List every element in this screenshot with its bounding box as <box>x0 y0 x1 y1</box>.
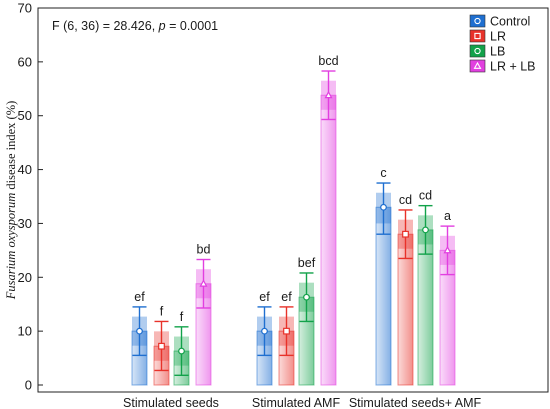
legend-swatch-lr-lb <box>469 59 486 73</box>
y-tick-label: 70 <box>18 1 32 16</box>
stat-prefix: F (6, 36) = 28.426, <box>52 19 159 33</box>
stat-p: p <box>158 19 166 33</box>
significance-label-lr-stimulated-seeds-amf: cd <box>399 193 412 207</box>
significance-label-lr-lb-stimulated-amf: bcd <box>318 54 338 68</box>
mean-marker-lr-stimulated-seeds-amf <box>402 230 409 238</box>
legend-label-lr: LR <box>490 30 506 44</box>
significance-label-lr-lb-stimulated-seeds: bd <box>197 243 211 257</box>
legend-marker-lr <box>474 32 481 40</box>
x-category-label-stimulated-seeds: Stimulated seeds <box>123 396 219 409</box>
legend-label-lr-lb: LR + LB <box>490 60 536 74</box>
legend-swatch-lr <box>469 29 486 43</box>
legend-marker-ring <box>474 47 481 55</box>
y-axis: 0 10 20 30 40 50 60 70 <box>18 1 43 393</box>
x-axis-labels: Stimulated seeds Stimulated AMF Stimulated… <box>123 396 481 409</box>
significance-label-lr-stimulated-amf: ef <box>281 290 292 304</box>
stat-suffix: = 0.0001 <box>166 19 219 33</box>
significance-label-lb-stimulated-seeds: f <box>180 310 184 324</box>
y-tick-label: 40 <box>18 162 32 177</box>
y-tick-label: 10 <box>18 324 32 339</box>
y-tick-label: 20 <box>18 270 32 285</box>
y-axis-title-rest: disease index (%) <box>4 101 18 190</box>
y-tick-label: 30 <box>18 216 32 231</box>
y-tick-label: 0 <box>25 378 32 393</box>
mean-marker-lr-lb-stimulated-seeds-amf <box>443 245 452 254</box>
significance-label-lr-lb-stimulated-seeds-amf: a <box>444 209 451 223</box>
mean-marker-control-stimulated-seeds-amf <box>380 203 387 211</box>
legend-marker-lr-lb <box>473 61 482 69</box>
legend-swatch-control <box>469 14 486 28</box>
stat-annotation: F (6, 36) = 28.426, p = 0.0001 <box>52 19 218 33</box>
y-tick-label: 50 <box>18 108 32 123</box>
legend-label-control: Control <box>490 15 530 29</box>
mean-marker-control-stimulated-amf <box>261 327 268 335</box>
markers-group <box>136 90 452 355</box>
significance-label-lb-stimulated-seeds-amf: cd <box>419 189 432 203</box>
y-axis-title-italic: Fusarium oxysporum <box>4 193 18 301</box>
bars-group <box>131 94 456 386</box>
mean-marker-lr-lb-stimulated-seeds <box>199 279 208 287</box>
legend-swatch-lb <box>469 44 486 58</box>
y-axis-title: Fusarium oxysporum disease index (%) <box>4 101 18 301</box>
significance-label-lr-stimulated-seeds: f <box>160 304 164 318</box>
mean-marker-lb-stimulated-seeds <box>178 347 185 355</box>
bar-lr-lb-stimulated-amf <box>320 94 337 386</box>
legend-marker-ring <box>474 17 481 25</box>
significance-label-control-stimulated-seeds-amf: c <box>380 166 386 180</box>
mean-marker-lr-stimulated-amf <box>283 327 290 335</box>
x-category-label-stimulated-amf: Stimulated AMF <box>252 396 341 409</box>
legend-label-lb: LB <box>490 45 505 59</box>
mean-marker-lb-stimulated-amf <box>303 293 310 301</box>
mean-marker-lr-stimulated-seeds <box>158 342 165 350</box>
mean-marker-lb-stimulated-seeds-amf <box>422 226 429 234</box>
y-tick-label: 60 <box>18 54 32 69</box>
mean-marker-control-stimulated-seeds <box>136 327 143 335</box>
significance-label-lb-stimulated-amf: bef <box>298 256 316 270</box>
plot-frame <box>37 7 549 393</box>
mean-marker-lr-lb-stimulated-amf <box>324 90 333 99</box>
significance-label-control-stimulated-seeds: ef <box>134 290 145 304</box>
significance-label-control-stimulated-amf: ef <box>259 290 270 304</box>
x-category-label-stimulated-seeds-amf: Stimulated seeds+ AMF <box>349 396 482 409</box>
